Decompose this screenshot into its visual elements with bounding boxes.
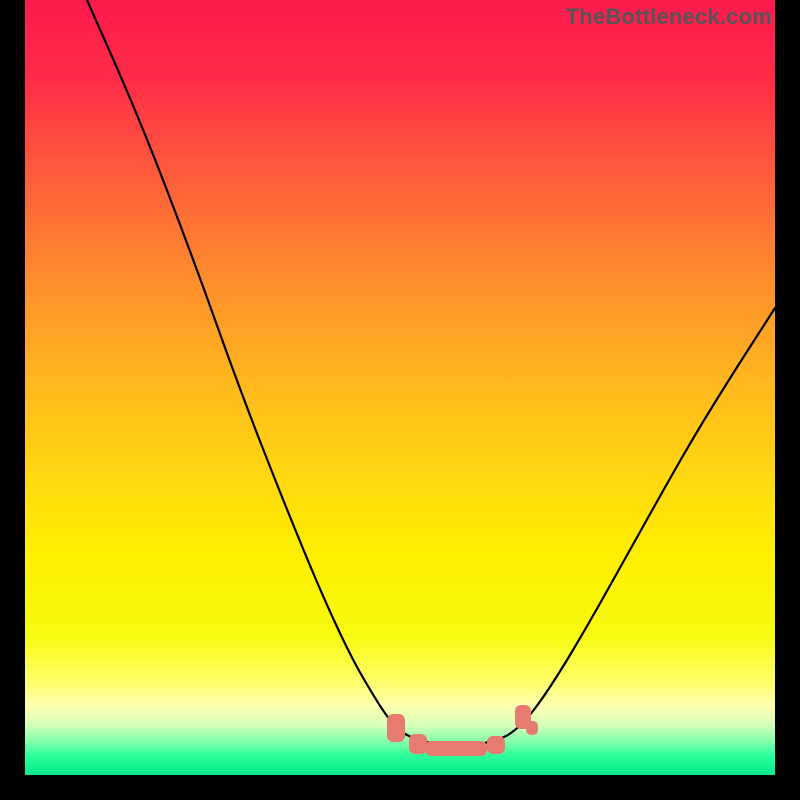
valley-marker — [387, 714, 405, 742]
valley-marker — [526, 721, 538, 735]
plot-area — [25, 0, 775, 775]
watermark-text: TheBottleneck.com — [566, 4, 772, 30]
valley-marker — [487, 736, 505, 754]
valley-marker — [425, 741, 487, 756]
markers-layer — [25, 0, 775, 775]
